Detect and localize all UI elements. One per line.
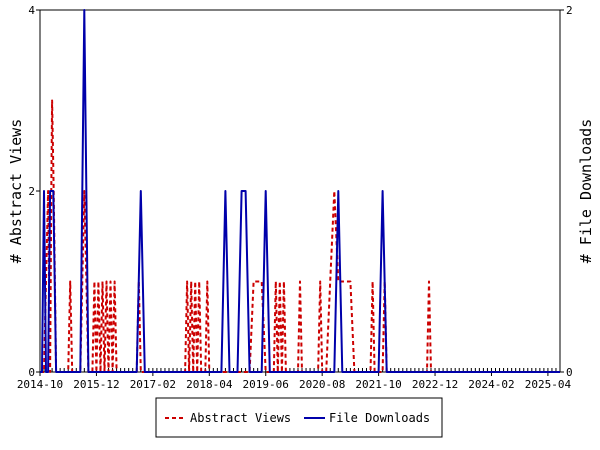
legend: Abstract Views File Downloads	[155, 397, 443, 438]
right-axis-title: # File Downloads	[577, 119, 595, 264]
left-tick-label: 4	[28, 4, 35, 17]
x-axis: 2014-10 2015-12 2017-02 2018-04 2019-06 2020-…	[17, 368, 572, 391]
legend-label-abstract-views: Abstract Views	[190, 411, 291, 425]
left-tick-label: 2	[28, 185, 35, 198]
x-tick-label: 2019-06	[243, 378, 289, 391]
series-line-file-downloads	[40, 9, 560, 373]
x-tick-label: 2021-10	[355, 378, 401, 391]
x-tick-label: 2014-10	[17, 378, 63, 391]
x-tick-label: 2015-12	[73, 378, 119, 391]
series-layer	[40, 9, 560, 373]
legend-label-file-downloads: File Downloads	[329, 411, 430, 425]
right-tick-label: 2	[566, 4, 573, 17]
left-tick-label: 0	[28, 366, 35, 379]
x-tick-label: 2018-04	[186, 378, 233, 391]
x-tick-label: 2022-12	[412, 378, 458, 391]
right-tick-label: 0	[566, 366, 573, 379]
x-tick-label: 2020-08	[299, 378, 345, 391]
legend-box	[155, 397, 443, 438]
left-axis-title: # Abstract Views	[7, 119, 25, 264]
x-tick-label: 2024-02	[468, 378, 514, 391]
series-line-abstract-views	[40, 99, 560, 373]
x-tick-label: 2025-04	[525, 378, 572, 391]
x-tick-label: 2017-02	[130, 378, 176, 391]
